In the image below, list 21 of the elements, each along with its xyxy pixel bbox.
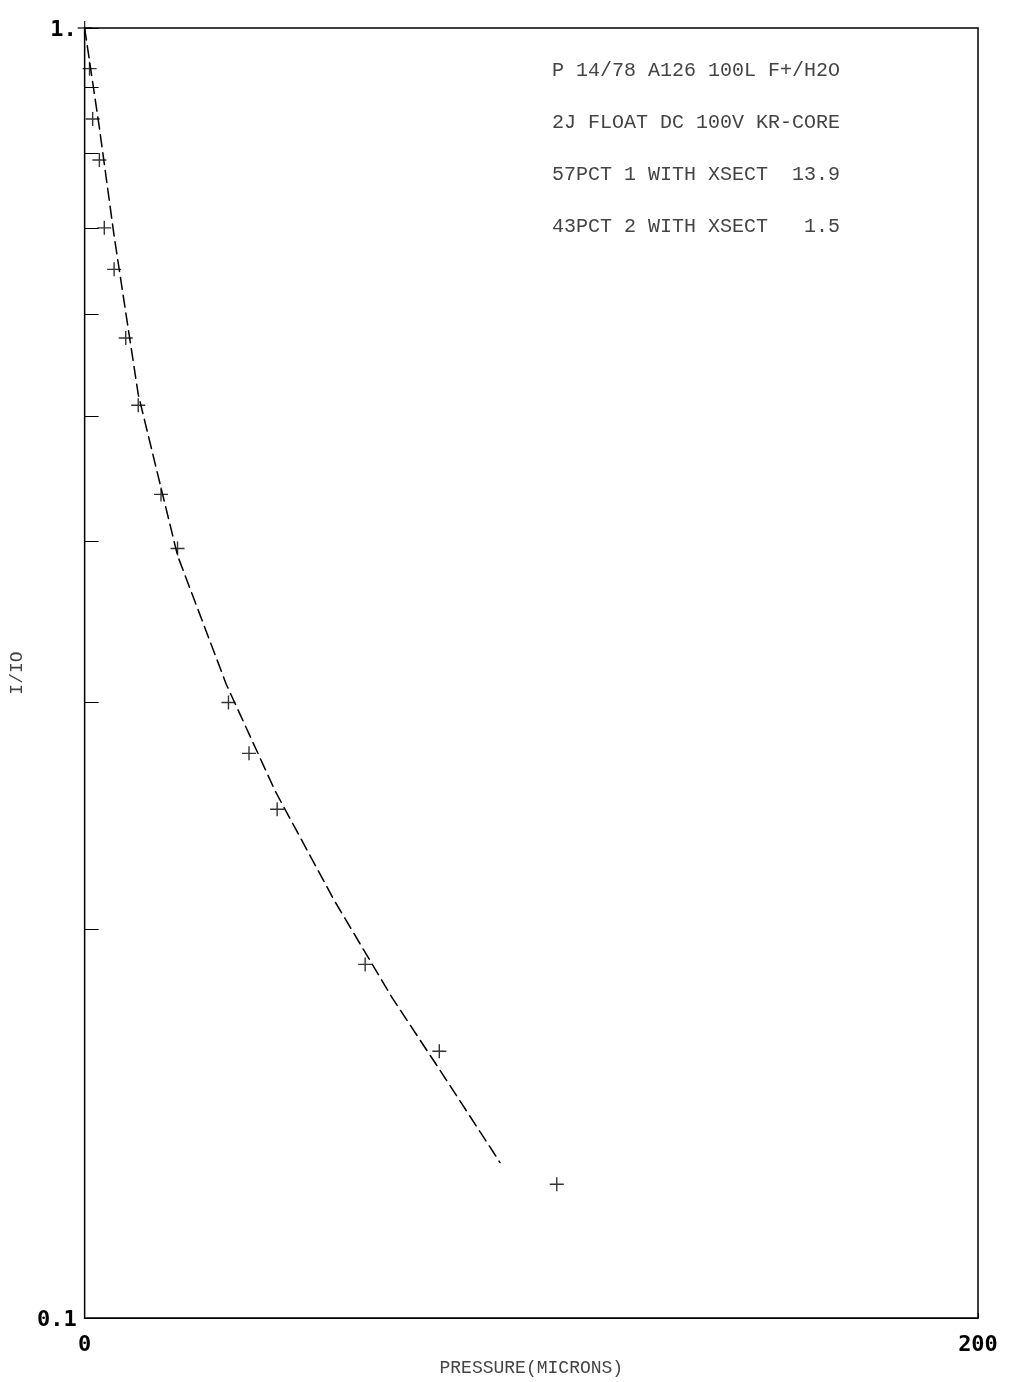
x-axis-title: PRESSURE(MICRONS) — [439, 1358, 624, 1378]
annotation: 57PCT 1 WITH XSECT 13.9 — [551, 162, 840, 186]
point — [107, 262, 122, 277]
annotation: 43PCT 2 WITH XSECT 1.5 — [551, 214, 840, 238]
point — [242, 746, 257, 761]
y-tick-label: 1. — [50, 15, 77, 41]
x-tick-label: 200 — [958, 1330, 998, 1356]
annotation: 2J FLOAT DC 100V KR-CORE — [551, 110, 840, 134]
y-tick-label: 0.1 — [36, 1305, 77, 1331]
point — [85, 112, 100, 127]
y-axis-title: I/IO — [7, 651, 27, 695]
point — [97, 220, 112, 235]
point — [77, 21, 92, 35]
point — [549, 1177, 564, 1192]
annotation: P 14/78 A126 100L F+/H2O — [551, 58, 840, 82]
point — [154, 487, 169, 502]
point — [92, 153, 107, 168]
point — [358, 957, 373, 972]
x-tick-label: 0 — [78, 1330, 92, 1356]
point — [118, 331, 133, 346]
point — [270, 802, 285, 817]
